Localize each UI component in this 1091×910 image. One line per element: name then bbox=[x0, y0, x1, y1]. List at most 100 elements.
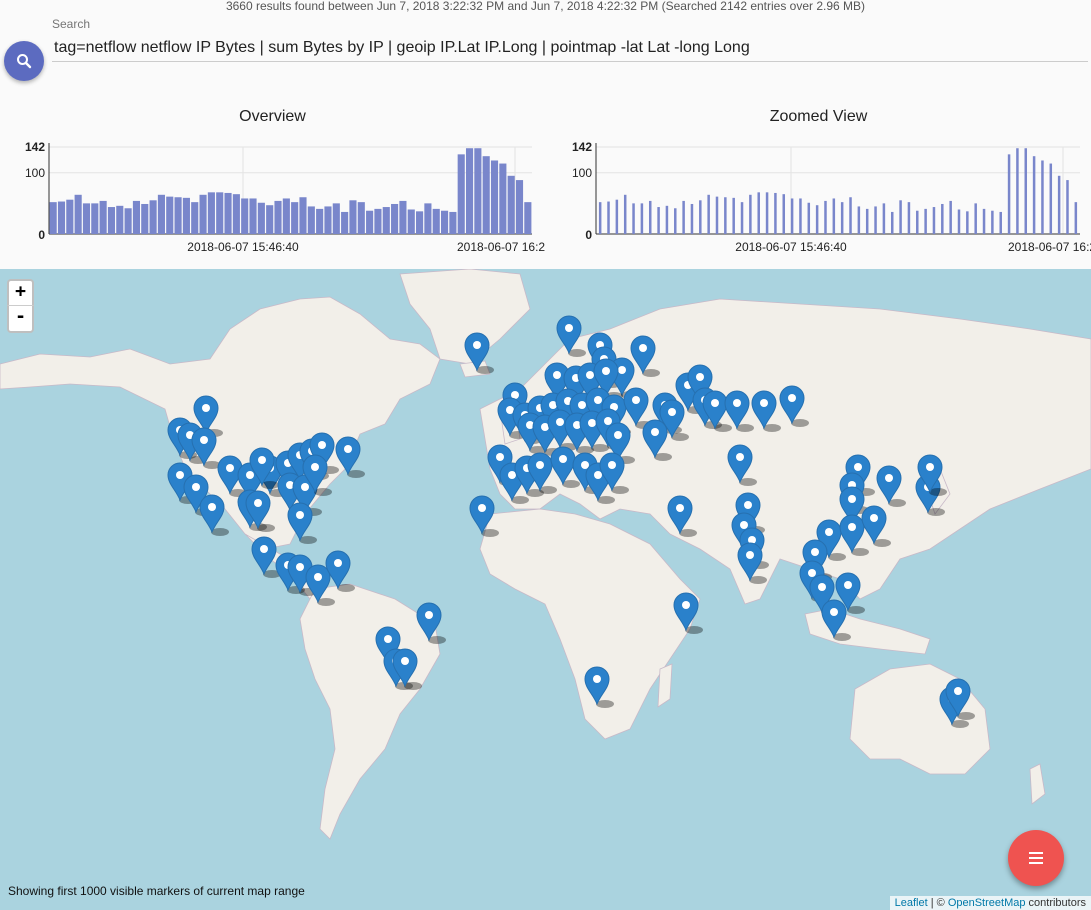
menu-button[interactable] bbox=[1008, 830, 1064, 886]
map-marker-icon[interactable] bbox=[737, 542, 767, 584]
map-marker-icon[interactable] bbox=[527, 452, 557, 494]
chart-bar[interactable] bbox=[99, 200, 107, 234]
chart-bar[interactable] bbox=[749, 194, 752, 234]
chart-bar[interactable] bbox=[324, 206, 332, 234]
chart-bar[interactable] bbox=[316, 208, 324, 234]
chart-bar[interactable] bbox=[266, 205, 274, 234]
map-marker-icon[interactable] bbox=[861, 505, 891, 547]
map-marker-icon[interactable] bbox=[835, 572, 865, 614]
chart-bar[interactable] bbox=[632, 203, 635, 234]
chart-bar[interactable] bbox=[124, 208, 132, 234]
world-map[interactable]: + - Showing first 1000 visible markers o… bbox=[0, 269, 1091, 910]
chart-bar[interactable] bbox=[916, 210, 919, 234]
chart-bar[interactable] bbox=[732, 197, 735, 234]
map-marker-icon[interactable] bbox=[191, 427, 221, 469]
chart-bar[interactable] bbox=[682, 200, 685, 234]
chart-bar[interactable] bbox=[857, 206, 861, 234]
chart-bar[interactable] bbox=[782, 194, 786, 234]
zoomed-plot[interactable]: 142 100 0 2018-06-07 15:46:40 2018-06-07… bbox=[546, 134, 1091, 264]
chart-bar[interactable] bbox=[865, 208, 869, 234]
marker-layer[interactable] bbox=[167, 315, 975, 728]
chart-bar[interactable] bbox=[607, 201, 610, 234]
chart-bar[interactable] bbox=[257, 202, 265, 234]
chart-bar[interactable] bbox=[774, 192, 777, 234]
chart-bar[interactable] bbox=[249, 198, 257, 234]
chart-bar[interactable] bbox=[241, 198, 249, 234]
chart-bar[interactable] bbox=[690, 203, 694, 234]
chart-bar[interactable] bbox=[874, 206, 877, 234]
chart-bar[interactable] bbox=[790, 198, 794, 234]
map-marker-icon[interactable] bbox=[325, 550, 355, 592]
chart-bar[interactable] bbox=[490, 160, 499, 234]
map-marker-icon[interactable] bbox=[876, 465, 906, 507]
chart-bar[interactable] bbox=[1074, 202, 1078, 234]
chart-bar[interactable] bbox=[116, 205, 124, 234]
map-marker-icon[interactable] bbox=[630, 335, 660, 377]
chart-bar[interactable] bbox=[724, 197, 727, 234]
chart-bar[interactable] bbox=[657, 207, 660, 234]
chart-bar[interactable] bbox=[1049, 163, 1053, 234]
chart-bar[interactable] bbox=[665, 205, 669, 234]
chart-bar[interactable] bbox=[216, 192, 224, 234]
chart-bar[interactable] bbox=[282, 198, 290, 234]
overview-plot[interactable]: 142 100 0 2018-06-07 15:46:40 2018-06-07… bbox=[0, 134, 545, 264]
map-marker-icon[interactable] bbox=[727, 444, 757, 486]
chart-bar[interactable] bbox=[757, 192, 760, 234]
chart-bar[interactable] bbox=[765, 192, 769, 234]
map-marker-icon[interactable] bbox=[779, 385, 809, 427]
map-marker-icon[interactable] bbox=[642, 419, 672, 461]
chart-bar[interactable] bbox=[232, 194, 240, 234]
chart-bar[interactable] bbox=[615, 199, 619, 234]
chart-bar[interactable] bbox=[824, 200, 827, 234]
chart-bar[interactable] bbox=[357, 202, 365, 234]
chart-bar[interactable] bbox=[440, 210, 449, 234]
chart-bar[interactable] bbox=[274, 200, 282, 234]
chart-bar[interactable] bbox=[815, 205, 819, 234]
map-marker-icon[interactable] bbox=[305, 564, 335, 606]
chart-bar[interactable] bbox=[291, 202, 299, 234]
chart-bar[interactable] bbox=[224, 192, 232, 234]
chart-bar[interactable] bbox=[1016, 148, 1019, 234]
chart-bar[interactable] bbox=[740, 202, 744, 234]
chart-bar[interactable] bbox=[507, 175, 515, 234]
chart-bar[interactable] bbox=[174, 197, 182, 234]
chart-bar[interactable] bbox=[424, 203, 432, 234]
map-marker-icon[interactable] bbox=[702, 390, 732, 432]
map-marker-icon[interactable] bbox=[673, 592, 703, 634]
osm-link[interactable]: OpenStreetMap bbox=[947, 897, 1026, 909]
map-marker-icon[interactable] bbox=[335, 436, 365, 478]
chart-bar[interactable] bbox=[132, 200, 141, 234]
chart-bar[interactable] bbox=[949, 200, 952, 234]
chart-bar[interactable] bbox=[832, 198, 836, 234]
chart-bar[interactable] bbox=[299, 197, 307, 234]
map-marker-icon[interactable] bbox=[667, 495, 697, 537]
chart-bar[interactable] bbox=[474, 148, 482, 234]
chart-bar[interactable] bbox=[141, 203, 149, 234]
chart-bar[interactable] bbox=[699, 200, 702, 234]
search-button[interactable] bbox=[4, 41, 44, 81]
search-input[interactable] bbox=[52, 34, 1088, 62]
map-marker-icon[interactable] bbox=[251, 536, 281, 578]
map-marker-icon[interactable] bbox=[584, 666, 614, 708]
chart-bar[interactable] bbox=[74, 194, 82, 234]
chart-bar[interactable] bbox=[974, 203, 977, 234]
map-marker-icon[interactable] bbox=[199, 494, 229, 536]
chart-bar[interactable] bbox=[674, 208, 677, 234]
map-marker-icon[interactable] bbox=[917, 454, 947, 496]
chart-bar[interactable] bbox=[207, 192, 215, 234]
map-marker-icon[interactable] bbox=[556, 315, 586, 357]
chart-bar[interactable] bbox=[166, 196, 174, 234]
chart-bar[interactable] bbox=[715, 196, 719, 234]
chart-bar[interactable] bbox=[999, 211, 1002, 234]
map-marker-icon[interactable] bbox=[416, 602, 446, 644]
zoomed-chart[interactable]: Zoomed View 142 100 0 2018-06-07 15:46:4… bbox=[546, 104, 1091, 266]
chart-bar[interactable] bbox=[366, 210, 374, 234]
chart-bar[interactable] bbox=[957, 209, 961, 234]
chart-bar[interactable] bbox=[182, 197, 190, 234]
chart-bar[interactable] bbox=[465, 148, 474, 234]
chart-bar[interactable] bbox=[49, 202, 57, 234]
chart-bar[interactable] bbox=[66, 199, 74, 234]
map-marker-icon[interactable] bbox=[724, 390, 754, 432]
map-marker-icon[interactable] bbox=[599, 452, 629, 494]
map-marker-icon[interactable] bbox=[550, 446, 580, 488]
